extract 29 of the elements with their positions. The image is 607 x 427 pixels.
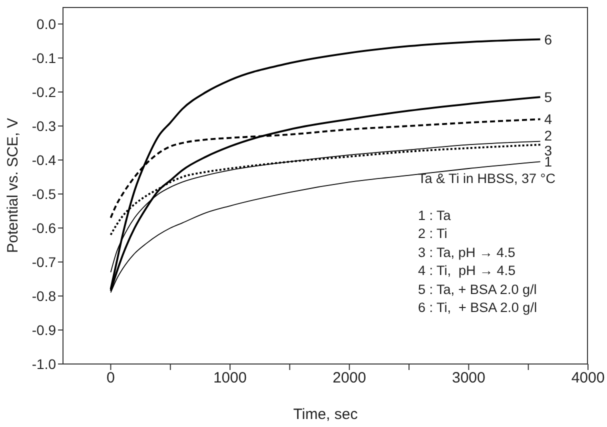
y-tick-label: -0.5 — [32, 186, 56, 202]
x-tick-label: 3000 — [452, 370, 486, 387]
annotation: 4 : Ti, pH → 4.5 — [418, 262, 517, 280]
y-tick-label: -0.2 — [32, 84, 56, 100]
series-label: 6 — [544, 31, 552, 48]
x-tick-label: 4000 — [571, 370, 605, 387]
y-tick-label: -0.6 — [32, 220, 56, 236]
x-tick-label: 2000 — [332, 370, 366, 387]
y-tick-label: -0.7 — [32, 254, 56, 270]
series-label: 2 — [544, 127, 552, 144]
y-tick-label: -1.0 — [32, 356, 56, 372]
y-tick-label: 0.0 — [36, 16, 56, 32]
y-tick-label: -0.8 — [32, 288, 56, 304]
series-label: 5 — [544, 89, 552, 106]
y-axis-title: Potential vs. SCE, V — [4, 118, 22, 254]
annotation: 2 : Ti — [418, 225, 448, 243]
annotation: 6 : Ti, + BSA 2.0 g/l — [418, 299, 538, 317]
x-tick-label: 1000 — [213, 370, 247, 387]
y-tick-label: -0.4 — [32, 152, 56, 168]
y-tick-label: -0.3 — [32, 118, 56, 134]
annotation: 5 : Ta, + BSA 2.0 g/l — [418, 280, 538, 299]
x-tick-label: 0 — [106, 370, 115, 387]
y-tick-label: -0.9 — [32, 322, 56, 338]
annotation: 3 : Ta, pH → 4.5 — [418, 244, 516, 262]
annotation: Ta & Ti in HBSS, 37 °C — [418, 170, 556, 188]
annotation: 1 : Ta — [418, 206, 452, 224]
x-axis-title: Time, sec — [293, 406, 358, 423]
y-tick-label: -0.1 — [32, 50, 56, 66]
series-label: 4 — [544, 111, 552, 128]
